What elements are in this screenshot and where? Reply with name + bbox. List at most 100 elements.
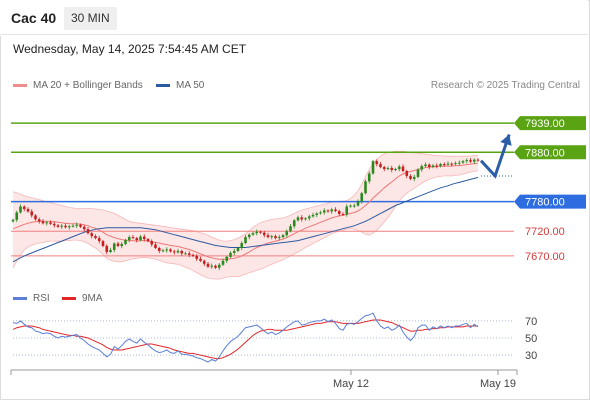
candle — [90, 231, 94, 239]
candle-body — [476, 159, 480, 161]
candle — [315, 212, 319, 218]
candle — [390, 165, 394, 173]
candle — [67, 225, 71, 230]
candle-body — [244, 237, 247, 244]
candle-body — [311, 214, 315, 217]
candle — [19, 204, 22, 214]
x-tick-label-0: May 12 — [333, 378, 369, 390]
candle — [236, 246, 240, 253]
candle-body — [105, 246, 109, 252]
candle-body — [277, 237, 281, 239]
candle-body — [79, 224, 82, 227]
candle-body — [292, 220, 296, 227]
candle — [469, 157, 472, 163]
candle-body — [71, 225, 75, 227]
candle — [319, 210, 322, 215]
candle-body — [431, 165, 435, 168]
candle-body — [255, 231, 259, 234]
candle-body — [307, 216, 311, 219]
candle-body — [206, 263, 210, 267]
candle-body — [214, 265, 217, 268]
candle-body — [412, 176, 416, 179]
candle-body — [274, 236, 277, 239]
candle — [22, 205, 26, 212]
candle — [127, 235, 131, 243]
legend-9ma: 9MA — [62, 293, 103, 304]
candle-body — [26, 209, 30, 212]
candle-body — [236, 247, 240, 251]
candle-body — [30, 211, 34, 216]
forecast-arrow-path — [479, 134, 511, 179]
candle-body — [82, 226, 86, 230]
legend-label-rsi: RSI — [33, 293, 50, 304]
candle-body — [49, 222, 52, 224]
candle-body — [187, 253, 191, 255]
candle — [454, 161, 457, 166]
candle — [424, 162, 427, 168]
candle — [34, 214, 37, 221]
forecast-arrow-head — [500, 134, 512, 146]
candle-body — [469, 160, 472, 162]
candle-body — [439, 164, 442, 167]
level-label-7720-00: 7720.00 — [525, 226, 565, 238]
candle — [244, 234, 247, 245]
candle-body — [465, 160, 469, 162]
bollinger-band-area — [13, 151, 478, 280]
bollinger-lower-line — [12, 170, 479, 280]
candle-body — [397, 166, 401, 170]
candle — [416, 168, 420, 179]
candle — [120, 241, 124, 249]
candle — [150, 239, 154, 247]
ma50-line — [12, 176, 479, 263]
candle — [199, 256, 202, 263]
legend-rsi: RSI — [13, 293, 50, 304]
candle-body — [199, 258, 202, 261]
candle — [274, 234, 277, 240]
candle — [334, 207, 337, 213]
candle — [382, 165, 386, 172]
candle — [195, 254, 199, 262]
candle — [52, 221, 56, 228]
candle — [446, 161, 450, 166]
candle-body — [64, 225, 67, 228]
candle-body — [341, 213, 345, 215]
candle-body — [457, 162, 461, 164]
candle-body — [409, 175, 412, 179]
candle — [262, 230, 266, 238]
candle — [371, 159, 375, 175]
timeframe-button[interactable]: 30 MIN — [64, 7, 117, 30]
candle — [401, 164, 405, 173]
candle-body — [349, 205, 352, 207]
candle-body — [251, 233, 255, 235]
level-label-7670-00: 7670.00 — [525, 251, 565, 263]
candle — [277, 234, 281, 241]
candle — [11, 218, 15, 223]
candle-body — [37, 219, 41, 222]
candle — [247, 233, 251, 240]
candle-body — [262, 232, 266, 236]
legend-label-ma20: MA 20 + Bollinger Bands — [33, 80, 143, 91]
candle — [214, 264, 217, 269]
candle-body — [360, 193, 364, 202]
candle — [311, 212, 315, 218]
candle — [465, 158, 469, 164]
candle — [322, 208, 326, 215]
candle — [326, 209, 330, 213]
candle-body — [326, 210, 330, 212]
candle — [75, 222, 79, 228]
candle — [367, 171, 371, 184]
candle-body — [442, 164, 446, 166]
candle-body — [210, 265, 214, 267]
candle — [352, 203, 356, 208]
candle-body — [322, 210, 326, 213]
candle-body — [154, 244, 157, 248]
candle-body — [296, 217, 300, 221]
candle-body — [345, 206, 349, 215]
candle — [431, 163, 435, 169]
candle-body — [202, 260, 206, 264]
candle-body — [401, 166, 405, 172]
candle — [221, 258, 225, 266]
candle-body — [394, 169, 397, 171]
candle-body — [34, 215, 37, 220]
